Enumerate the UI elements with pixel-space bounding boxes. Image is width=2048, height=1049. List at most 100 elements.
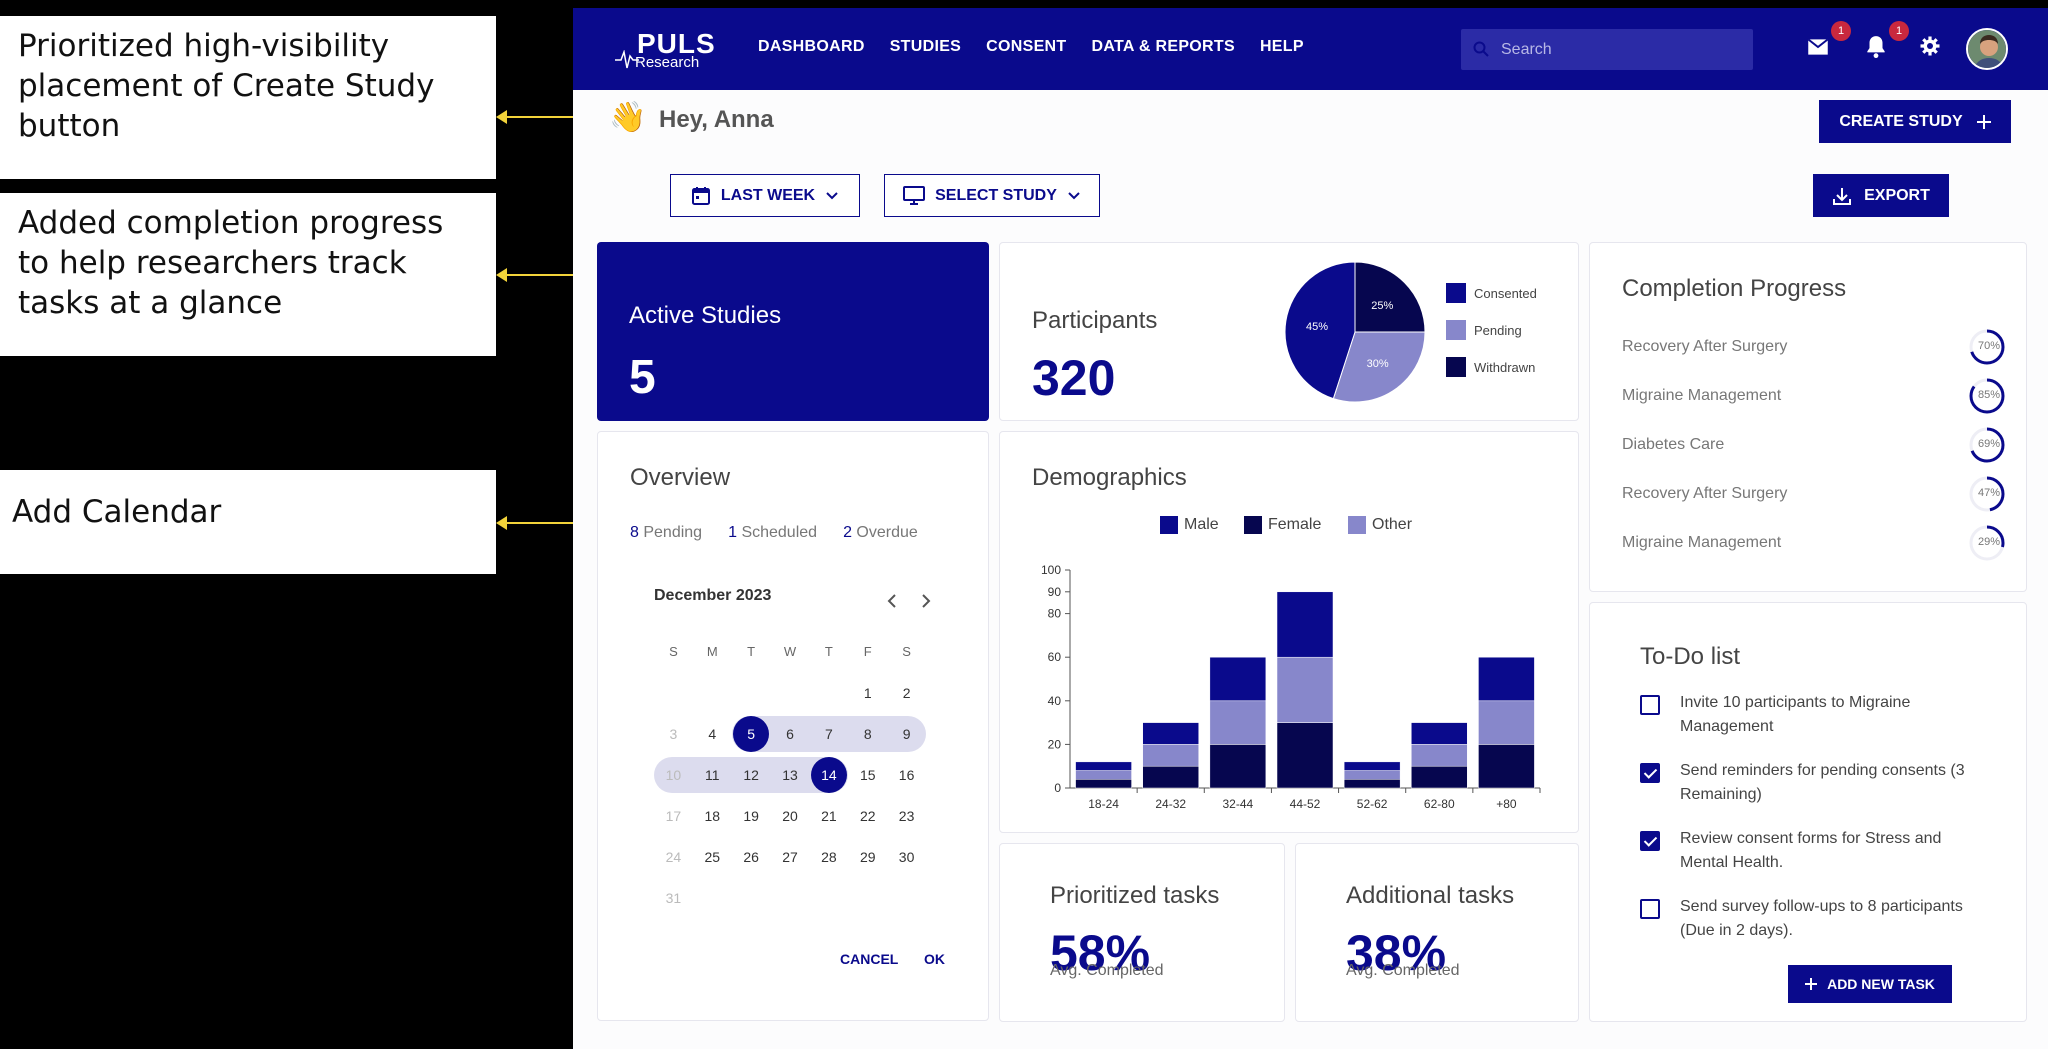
- logo-word: PULS: [637, 28, 716, 59]
- legend-label-withdrawn: Withdrawn: [1474, 359, 1536, 375]
- calendar-empty-cell: [654, 675, 693, 711]
- stat-pending[interactable]: 8 Pending: [630, 524, 702, 542]
- todo-checkbox[interactable]: [1640, 763, 1660, 783]
- date-range-dropdown[interactable]: LAST WEEK: [670, 174, 860, 217]
- todo-checkbox[interactable]: [1640, 831, 1660, 851]
- select-study-dropdown[interactable]: SELECT STUDY: [884, 174, 1100, 217]
- nav-data-reports[interactable]: DATA & REPORTS: [1091, 38, 1235, 55]
- prioritized-tasks-title: Prioritized tasks: [1050, 882, 1220, 909]
- calendar-day[interactable]: 3: [669, 725, 678, 742]
- calendar-day[interactable]: 7: [809, 715, 849, 752]
- calendar-day[interactable]: 13: [770, 756, 810, 793]
- download-icon: [1833, 187, 1852, 205]
- calendar-day[interactable]: 17: [665, 807, 682, 824]
- nav-help[interactable]: HELP: [1259, 38, 1304, 55]
- bar-segment-female: [1142, 765, 1199, 789]
- calendar-day[interactable]: 24: [665, 848, 682, 865]
- select-study-label: SELECT STUDY: [935, 186, 1057, 204]
- stat-scheduled[interactable]: 1 Scheduled: [728, 524, 817, 542]
- calendar-ok-button[interactable]: OK: [924, 951, 945, 967]
- x-tick-label: +80: [1496, 797, 1517, 811]
- todo-checkbox[interactable]: [1640, 899, 1660, 919]
- calendar-day[interactable]: 4: [708, 725, 717, 742]
- calendar-day[interactable]: 2: [902, 684, 911, 701]
- bar-segment-other: [1142, 744, 1199, 767]
- calendar-day[interactable]: 26: [743, 848, 759, 865]
- calendar-day[interactable]: 22: [859, 807, 876, 824]
- export-button[interactable]: EXPORT: [1813, 174, 1949, 217]
- calendar-day[interactable]: 23: [898, 807, 915, 824]
- calendar-day[interactable]: 28: [821, 848, 837, 865]
- todo-checkbox[interactable]: [1640, 695, 1660, 715]
- calendar-day[interactable]: 11: [692, 756, 732, 793]
- calendar-day[interactable]: 16: [898, 766, 915, 783]
- completion-percent: 70%: [1977, 340, 2001, 352]
- active-studies-card[interactable]: Active Studies 5: [597, 242, 989, 421]
- participants-value: 320: [1032, 350, 1116, 406]
- annotation-calendar: Add Calendar: [0, 470, 496, 574]
- search-input[interactable]: [1501, 29, 1741, 70]
- calendar-day[interactable]: 21: [821, 807, 837, 824]
- completion-row[interactable]: Recovery After Surgery 47%: [1622, 474, 2007, 514]
- settings-button[interactable]: [1918, 34, 1948, 64]
- calendar-day[interactable]: 29: [859, 848, 876, 865]
- completion-row[interactable]: Migraine Management 85%: [1622, 376, 2007, 416]
- calendar-day[interactable]: 6: [770, 715, 810, 752]
- calendar-day[interactable]: 10: [654, 756, 693, 793]
- calendar-empty-cell: [771, 675, 810, 711]
- active-studies-label: Active Studies: [629, 302, 782, 329]
- overview-title: Overview: [630, 464, 731, 491]
- bar-segment-other: [1343, 770, 1401, 780]
- calendar-day[interactable]: 25: [704, 848, 721, 865]
- calendar-day[interactable]: 30: [898, 848, 915, 865]
- pie-data-label: 25%: [1371, 300, 1393, 312]
- completion-ring: [1969, 525, 2005, 561]
- create-study-button[interactable]: CREATE STUDY: [1819, 100, 2011, 143]
- avatar[interactable]: [1966, 28, 2008, 70]
- pie-slice-pending: [1332, 331, 1426, 403]
- calendar-day[interactable]: 12: [731, 756, 771, 793]
- nav-dashboard[interactable]: DASHBOARD: [758, 38, 865, 55]
- calendar-weekday: W: [783, 643, 797, 659]
- annotation-line-3: [506, 522, 573, 524]
- nav-studies[interactable]: STUDIES: [889, 38, 962, 55]
- calendar-day[interactable]: 31: [665, 889, 682, 906]
- annotation-arrowhead-2: [496, 268, 507, 282]
- legend-other: Other: [1348, 516, 1412, 534]
- y-tick-label: 100: [1041, 563, 1061, 577]
- notifications-button[interactable]: 1: [1863, 21, 1909, 64]
- bar-segment-female: [1343, 779, 1401, 789]
- calendar-day[interactable]: 20: [782, 807, 798, 824]
- calendar-day[interactable]: 8: [848, 715, 888, 752]
- chevron-left-icon[interactable]: [884, 592, 900, 610]
- chevron-right-icon[interactable]: [918, 592, 934, 610]
- calendar-day[interactable]: 18: [704, 807, 721, 824]
- add-new-task-button[interactable]: ADD NEW TASK: [1788, 965, 1952, 1003]
- completion-row[interactable]: Recovery After Surgery 70%: [1622, 327, 2007, 367]
- bar-segment-male: [1209, 656, 1267, 702]
- calendar-day[interactable]: 1: [863, 684, 872, 701]
- puls-logo[interactable]: PULS Research: [615, 28, 717, 72]
- legend-swatch-male: [1160, 516, 1178, 534]
- mail-button[interactable]: 1: [1805, 21, 1851, 64]
- legend-swatch-withdrawn: [1446, 357, 1466, 377]
- bar-segment-other: [1411, 744, 1468, 767]
- calendar-day[interactable]: 15: [859, 766, 876, 783]
- calendar-day[interactable]: 19: [743, 807, 759, 824]
- stat-overdue[interactable]: 2 Overdue: [843, 524, 918, 542]
- search-box[interactable]: [1461, 29, 1753, 70]
- legend-consented: Consented: [1446, 283, 1537, 303]
- calendar-day[interactable]: 14: [809, 756, 849, 793]
- calendar-day[interactable]: 5: [731, 715, 771, 752]
- nav-consent[interactable]: CONSENT: [986, 38, 1067, 55]
- bar-segment-female: [1276, 722, 1334, 789]
- completion-row[interactable]: Diabetes Care 69%: [1622, 425, 2007, 465]
- calendar-weekday: T: [747, 643, 756, 659]
- stat-overdue-label: Overdue: [856, 524, 918, 541]
- calendar-day[interactable]: 27: [782, 848, 798, 865]
- calendar-day[interactable]: 9: [887, 715, 927, 752]
- completion-row[interactable]: Migraine Management 29%: [1622, 523, 2007, 563]
- calendar-cancel-button[interactable]: CANCEL: [840, 951, 899, 967]
- demographics-bar-chart: 0 20 40 60 80 90 100 18-24 24-32 32-44 44-52 52-62 6…: [1041, 563, 1541, 811]
- export-label: EXPORT: [1864, 186, 1930, 204]
